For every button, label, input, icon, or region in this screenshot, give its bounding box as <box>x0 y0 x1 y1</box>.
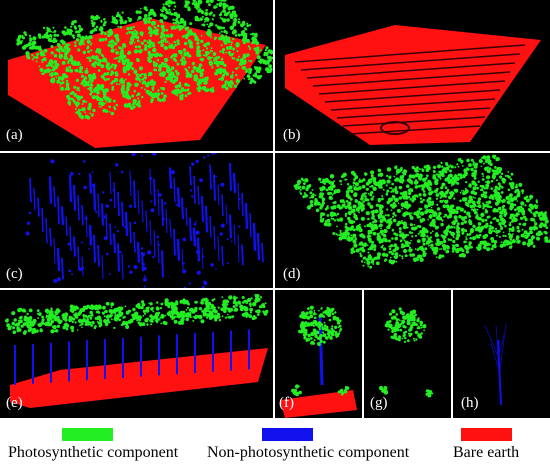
panel-g-pointcloud <box>378 307 434 398</box>
legend-swatch-photosynthetic <box>62 428 113 441</box>
panel-h: (h) <box>453 290 550 418</box>
legend-swatch-bare-earth <box>461 428 512 441</box>
legend-swatch-non-photosynthetic <box>262 428 313 441</box>
panel-e-pointcloud <box>5 294 269 408</box>
panel-e: (e) <box>0 290 273 418</box>
panel-b-pointcloud <box>285 25 541 145</box>
panel-h-pointcloud <box>484 323 507 406</box>
panel-c-pointcloud <box>25 153 264 288</box>
panel-c: (c) <box>0 153 273 288</box>
panel-a-pointcloud <box>8 0 273 148</box>
panel-f-label: (f) <box>279 395 294 411</box>
panel-d: (d) <box>275 153 550 288</box>
panel-d-label: (d) <box>283 266 301 282</box>
panel-f: (f) <box>275 290 362 418</box>
panel-a-label: (a) <box>6 127 23 143</box>
panel-a: (a) <box>0 0 273 151</box>
panel-f-pointcloud <box>280 305 357 418</box>
panel-e-label: (e) <box>6 395 23 411</box>
panel-d-pointcloud <box>293 154 550 269</box>
panel-g-label: (g) <box>370 395 388 411</box>
panel-b-label: (b) <box>283 127 301 143</box>
legend-label-non-photosynthetic: Non-photosynthetic component <box>207 444 410 461</box>
legend-label-bare-earth: Bare earth <box>453 444 520 461</box>
panel-h-label: (h) <box>461 395 479 411</box>
legend: Photosynthetic component Non-photosynthe… <box>0 418 550 467</box>
panel-g: (g) <box>364 290 451 418</box>
panel-b: (b) <box>275 0 550 151</box>
legend-label-photosynthetic: Photosynthetic component <box>8 444 179 461</box>
panel-c-label: (c) <box>6 266 23 282</box>
